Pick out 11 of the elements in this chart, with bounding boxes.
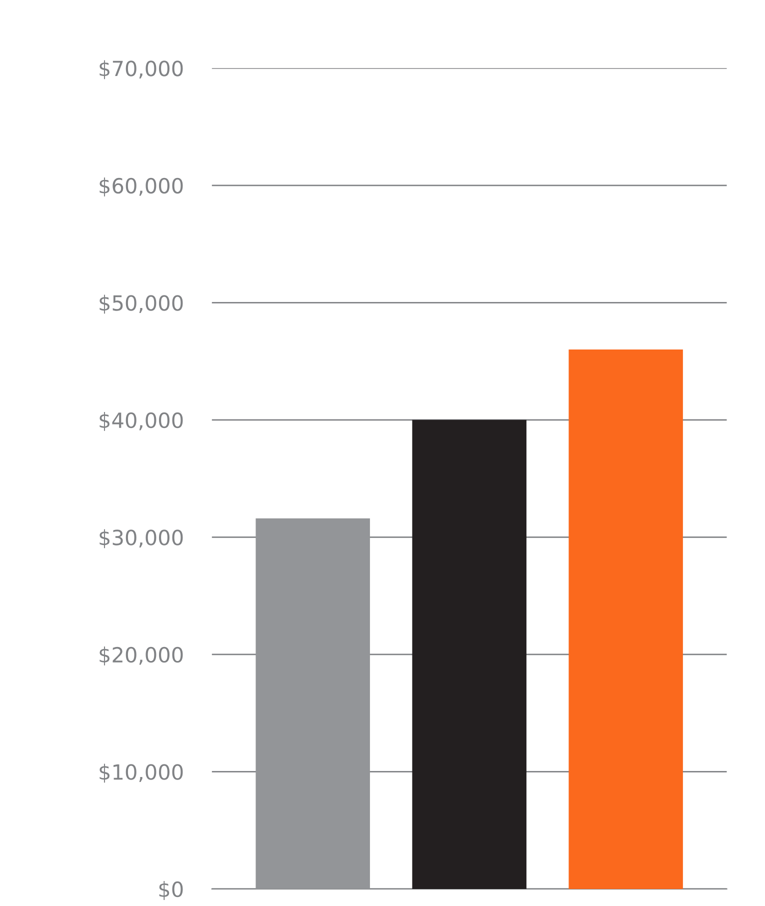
bar: [256, 518, 370, 889]
y-tick-label: $40,000: [100, 412, 183, 431]
y-tick-label: $60,000: [100, 177, 183, 196]
y-tick-label: $20,000: [100, 646, 183, 666]
y-tick-label: $70,000: [100, 60, 183, 80]
y-tick-label: $0: [159, 881, 183, 900]
y-tick-label: $50,000: [100, 294, 183, 314]
y-tick-label: $30,000: [100, 529, 183, 548]
bar: [412, 420, 526, 889]
y-tick-label: $10,000: [100, 764, 183, 783]
bar: [568, 350, 683, 889]
